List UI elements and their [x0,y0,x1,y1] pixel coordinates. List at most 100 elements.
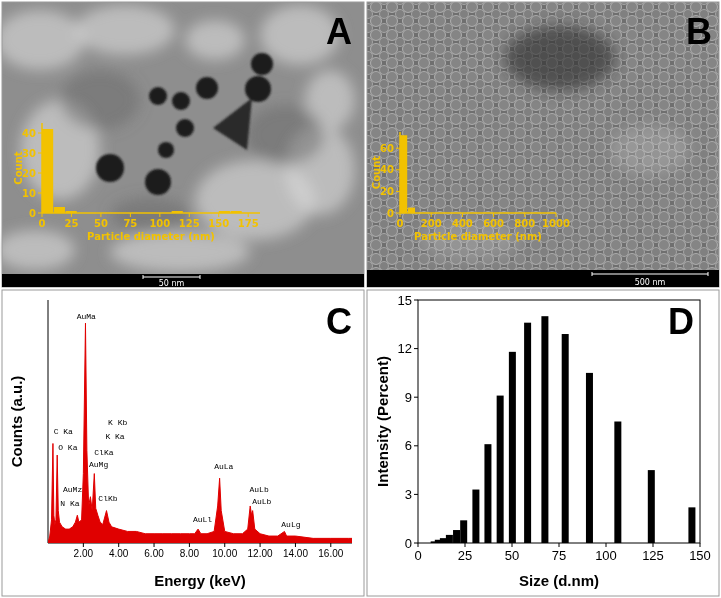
y-tick-label: 40 [22,128,36,139]
peak-label: ClKb [98,494,117,503]
histogram-bar [231,211,242,213]
histogram-bar [42,129,53,213]
x-tick [606,543,607,547]
histogram-bar [462,213,469,214]
histogram-bar [136,213,147,214]
x-tick [130,213,131,217]
histogram-bar [478,213,485,214]
peak-label: AuLg [281,520,300,529]
x-tick-label: 1000 [542,218,570,229]
bar [497,396,504,543]
histogram-bar [416,213,423,214]
y-tick [38,193,42,194]
x-tick-label: 600 [483,218,504,229]
histogram-bar [486,213,493,214]
bar [472,490,479,543]
x-tick [159,213,160,217]
image-light-area [0,230,75,270]
scale-bar-end [592,272,593,276]
x-tick [260,543,261,547]
x-tick-label: 8.00 [180,548,200,559]
histogram-bar [219,211,230,213]
y-tick-label: 3 [405,487,412,502]
nanoparticle [96,154,124,182]
histogram-bar [101,213,112,214]
x-tick-label: 75 [552,548,566,563]
peak-label: AuLb [249,485,268,494]
x-tick [71,213,72,217]
x-tick-label: 0 [414,548,421,563]
histogram-bar [113,213,124,214]
x-tick [700,543,701,547]
panel-letter: B [686,11,712,52]
x-tick [493,213,494,217]
y-tick-label: 20 [22,168,36,179]
y-tick [414,494,418,495]
histogram-bar [124,213,135,214]
x-tick [418,543,419,547]
image-dark-area [60,70,140,130]
panel-frame [367,2,719,287]
image-texture [0,5,355,272]
x-tick-label: 125 [642,548,664,563]
peak-label: N Ka [60,499,79,508]
x-tick-label: 16.00 [318,548,343,559]
histogram-bar [470,213,477,214]
peak-label: AuMz [63,485,82,494]
info-strip [2,274,364,287]
peak-label: AuMa [77,312,96,321]
histogram-bar [148,213,159,214]
y-tick [38,213,42,214]
histogram-bar [423,213,430,214]
panel-letter: D [668,301,694,342]
x-axis-title: Particle diameter (nm) [87,231,215,242]
x-tick-label: 12.00 [248,548,273,559]
bar [648,470,655,543]
nanoparticle [176,119,194,137]
panel-letter: A [326,11,352,52]
x-tick [224,543,225,547]
x-tick-label: 200 [421,218,442,229]
x-tick-label: 4.00 [109,548,129,559]
x-tick [100,213,101,217]
x-tick [248,213,249,217]
x-axis-title: Energy (keV) [154,572,246,589]
y-tick-label: 0 [405,536,412,551]
bar [453,530,460,543]
y-axis-line [48,300,49,543]
x-tick [653,543,654,547]
figure: 0255075100125150175010203040Particle dia… [0,0,721,598]
axes [48,300,352,547]
x-tick-label: 0 [397,218,404,229]
x-tick-label: 50 [94,218,108,229]
y-tick-label: 0 [387,208,394,219]
histogram-bar [77,213,88,214]
x-tick-label: 25 [64,218,78,229]
histogram-bar [207,213,218,214]
area-fill [48,323,352,543]
nanoparticle [245,76,271,102]
x-tick [118,543,119,547]
histogram-bar [533,213,540,214]
histogram-bar [172,211,183,213]
bar [440,538,447,543]
histogram-bar [160,213,171,214]
peak-label: AuLa [214,462,233,471]
y-tick-label: 0 [29,208,36,219]
bar [446,535,453,543]
histogram-bar [66,211,77,213]
x-tick-label: 14.00 [283,548,308,559]
y-tick [38,133,42,134]
y-tick [396,213,400,214]
x-tick [189,213,190,217]
scale-bar [592,273,708,274]
nanoparticles [96,53,273,195]
histogram-bar [439,213,446,214]
histogram-bar [540,213,547,214]
histogram-bar [400,135,407,213]
micrograph [367,2,719,287]
panel-frame [2,2,364,287]
histogram-bar [89,213,100,214]
y-tick-label: 40 [380,164,394,175]
peak-label: K Kb [108,418,127,427]
